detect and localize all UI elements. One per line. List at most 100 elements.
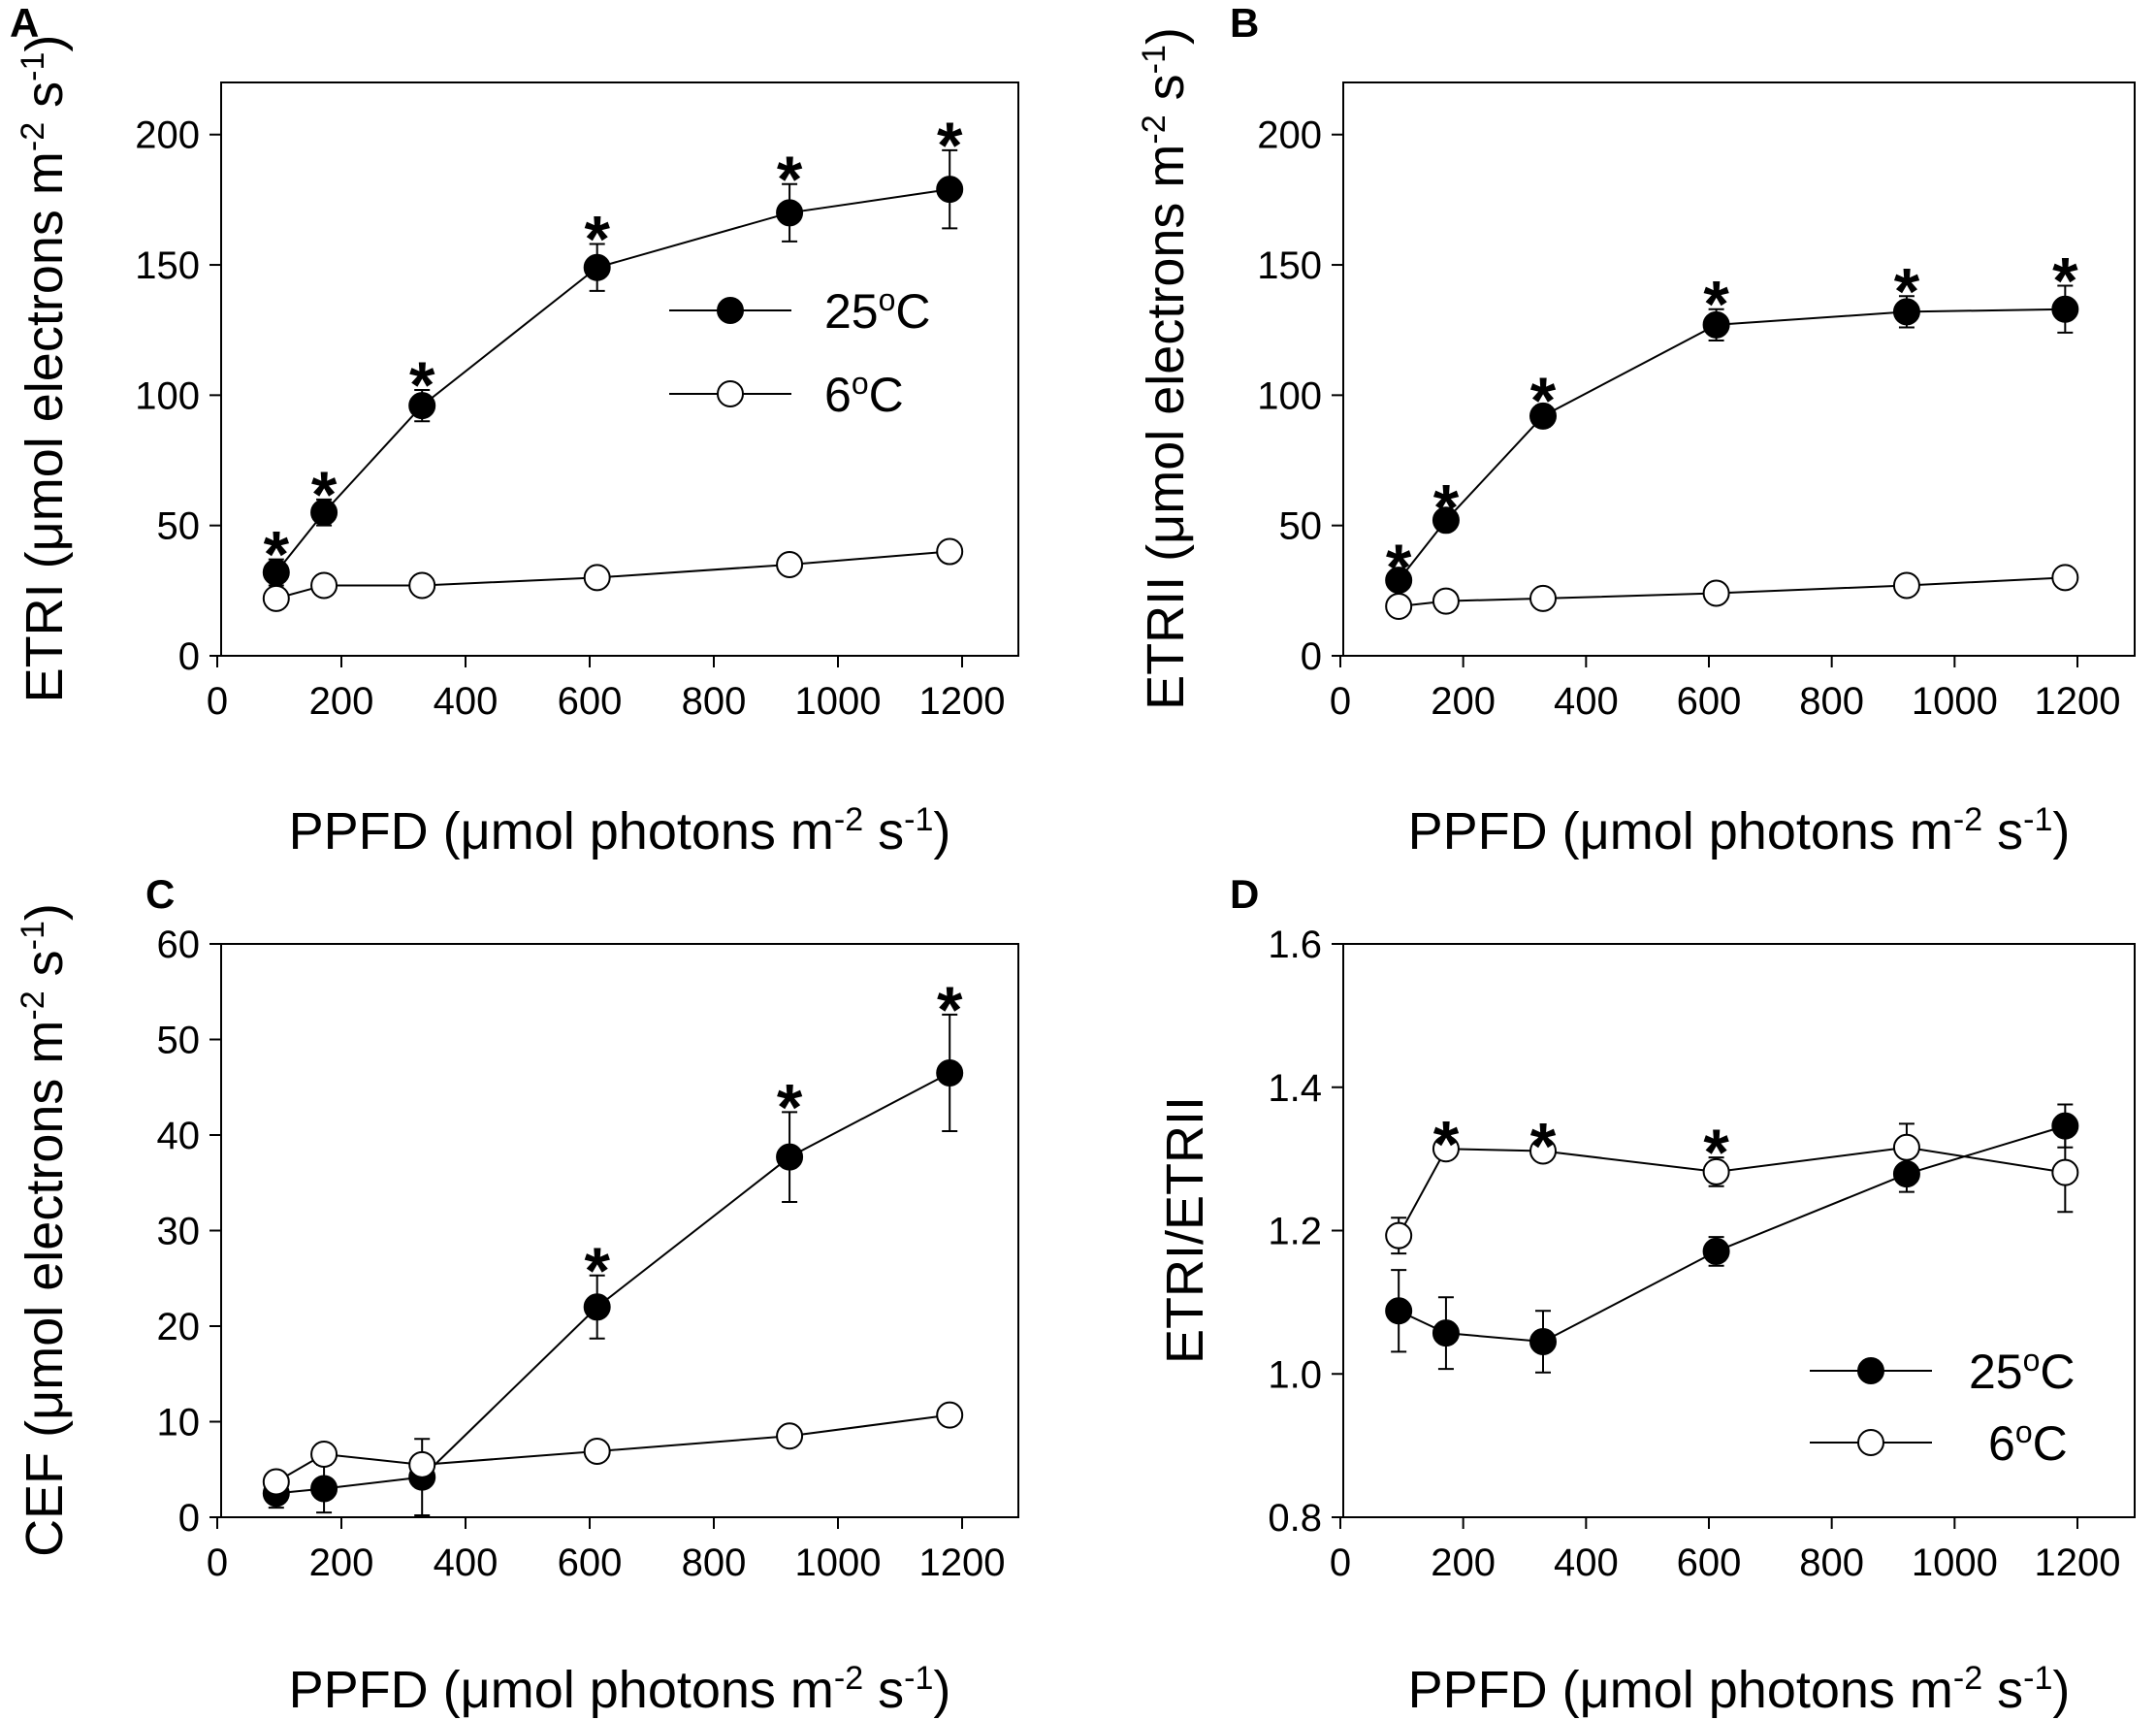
data-point-25c [583, 1293, 611, 1321]
data-point-6c [1702, 1157, 1730, 1185]
panel-label-c: C [145, 871, 175, 917]
data-point-25c [1702, 1237, 1730, 1265]
data-point-25c [2051, 1112, 2079, 1140]
series-line-6c [1399, 576, 2066, 607]
data-point-25c [936, 176, 964, 204]
y-tick-label: 50 [1279, 505, 1323, 548]
x-tick-label: 200 [1431, 680, 1496, 723]
significance-star: * [311, 458, 338, 532]
data-point-6c [310, 1440, 338, 1468]
x-tick-label: 1200 [2035, 680, 2121, 723]
significance-star: * [584, 203, 610, 276]
y-axis-title-d: ETRI/ETRII [1156, 1096, 1214, 1364]
legend-label-6c: 6oC [824, 366, 904, 422]
y-tick-label: 50 [157, 1020, 201, 1062]
data-point-25c [310, 1475, 338, 1503]
x-tick-label: 200 [309, 680, 374, 723]
significance-star: * [1703, 268, 1729, 341]
legend-d: 25oC 6oC [1810, 1343, 2076, 1471]
y-tick-label: 50 [157, 505, 201, 548]
panel-label-b: B [1230, 0, 1259, 46]
x-tick-label: 400 [434, 680, 499, 723]
data-point-6c [408, 1450, 436, 1478]
legend-marker-25c [1857, 1357, 1884, 1384]
y-tick-label: 0.8 [1268, 1497, 1322, 1540]
data-point-25c [776, 199, 804, 227]
data-point-25c [2051, 295, 2079, 323]
data-point-25c [1432, 1319, 1460, 1347]
significance-star: * [777, 143, 803, 216]
x-tick-label: 1200 [919, 1542, 1006, 1584]
series-line-6c [275, 1413, 950, 1483]
x-axis-title-d: PPFD (μmol photons m-2 s-1) [1408, 1660, 2071, 1719]
x-tick-label: 400 [1554, 680, 1619, 723]
data-point-6c [776, 550, 804, 578]
series-line-25c [1398, 1124, 2066, 1344]
y-tick-label: 100 [1257, 374, 1322, 417]
data-point-6c [262, 1468, 290, 1496]
data-point-6c [2051, 1158, 2079, 1186]
x-axis-title-c: PPFD (μmol photons m-2 s-1) [289, 1660, 951, 1719]
y-axis-title-a: ETRI (μmol electrons m-2 s-1) [15, 35, 74, 703]
x-tick-label: 0 [207, 1542, 228, 1584]
y-tick-label: 30 [157, 1211, 201, 1253]
y-tick-label: 0 [1301, 635, 1322, 678]
legend-label-25c: 25oC [824, 282, 931, 339]
x-tick-label: 400 [434, 1542, 499, 1584]
y-tick-label: 0 [178, 635, 200, 678]
x-tick-label: 800 [1799, 680, 1864, 723]
y-tick-label: 200 [135, 114, 200, 157]
legend-a: 25oC 6oC [669, 282, 931, 422]
marks-group-a: * * * * * * [262, 109, 964, 612]
data-point-25c [1432, 506, 1460, 535]
legend-marker-6c [717, 380, 744, 407]
x-tick-label: 800 [682, 1542, 747, 1584]
data-point-25c [776, 1143, 804, 1171]
x-tick-label: 200 [1431, 1542, 1496, 1584]
marks-group-b: * * * * * * [1385, 244, 2079, 620]
data-point-6c [1432, 1135, 1460, 1163]
legend-label-6c: 6oC [1988, 1414, 2068, 1471]
y-axis-title-c: CEF (μmol electrons m-2 s-1) [15, 903, 74, 1557]
plot-frame-c [220, 943, 1019, 1518]
x-tick-label: 1000 [795, 680, 882, 723]
data-point-25c [1529, 402, 1557, 430]
data-point-6c [583, 1438, 611, 1466]
y-tick-label: 60 [157, 924, 201, 966]
significance-star: * [1530, 364, 1557, 438]
plot-frame-b [1342, 81, 2136, 657]
x-axis-title-b: PPFD (μmol photons m-2 s-1) [1408, 801, 2071, 860]
data-point-25c [1529, 1328, 1557, 1356]
y-tick-label: 10 [157, 1402, 201, 1444]
data-point-25c [936, 1058, 964, 1087]
x-tick-label: 1000 [1912, 1542, 1998, 1584]
tick-group-d: 0 200 400 600 800 1000 1200 0.8 1.0 1.2 1.4 1.6 [1268, 924, 2120, 1584]
y-tick-label: 20 [157, 1306, 201, 1348]
x-tick-label: 400 [1554, 1542, 1619, 1584]
y-tick-label: 200 [1257, 114, 1322, 157]
data-point-6c [936, 537, 964, 566]
x-tick-label: 200 [309, 1542, 374, 1584]
data-point-6c [262, 584, 290, 612]
x-tick-label: 600 [558, 1542, 623, 1584]
data-point-6c [310, 571, 338, 600]
x-axis-title-a: PPFD (μmol photons m-2 s-1) [289, 801, 951, 860]
data-point-25c [1702, 310, 1730, 339]
legend-marker-25c [717, 297, 744, 324]
data-point-25c [408, 392, 436, 420]
y-tick-label: 150 [135, 244, 200, 287]
data-point-6c [1892, 571, 1920, 600]
y-tick-label: 1.0 [1268, 1353, 1322, 1396]
x-tick-label: 0 [1330, 680, 1351, 723]
marks-group-c: * * * [262, 973, 964, 1517]
x-tick-label: 1000 [795, 1542, 882, 1584]
panel-label-a: A [10, 0, 39, 46]
significance-star: * [1894, 254, 1920, 328]
significance-star: * [937, 973, 963, 1047]
tick-group-b: 0 200 400 600 800 1000 1200 0 50 100 150 200 [1257, 114, 2120, 723]
data-point-6c [1892, 1133, 1920, 1161]
x-tick-label: 0 [1330, 1542, 1351, 1584]
panel-d: D 0 200 400 600 800 1000 1200 0.8 1.0 1.2 1.4 1.6 *… [1156, 871, 2136, 1719]
significance-star: * [777, 1070, 803, 1144]
